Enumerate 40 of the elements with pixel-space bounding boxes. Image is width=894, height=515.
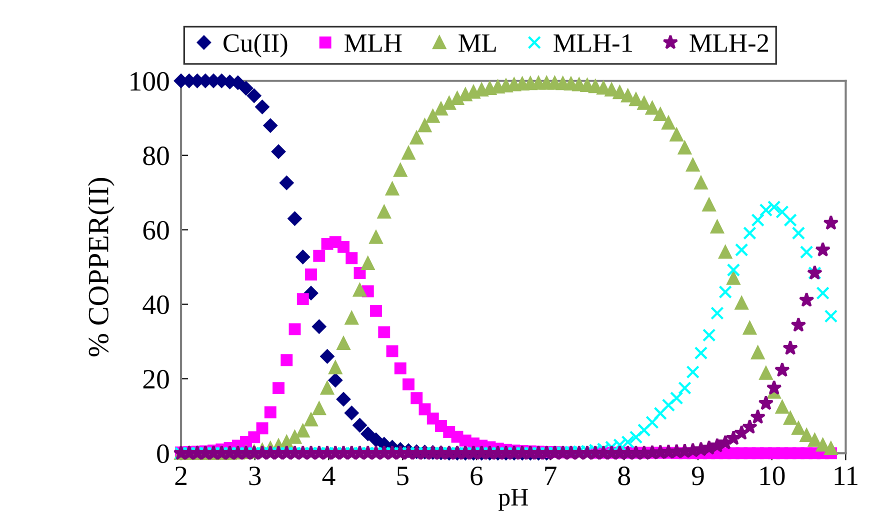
point [336,392,351,406]
point [320,349,334,364]
point [239,81,254,96]
y-tick-label: 0 [157,444,169,464]
point [255,100,270,114]
x-tick-label: 9 [692,466,704,486]
point [344,406,359,420]
y-axis-title: % COPPER(II) [88,178,114,356]
legend-label: MLH-2 [690,34,768,52]
point [272,144,286,159]
y-tick-label: 60 [143,220,169,240]
legend-label: Cu(II) [224,33,288,58]
x-tick-label: 7 [545,466,556,485]
x-tick-label: 11 [834,466,858,485]
x-tick-label: 5 [397,466,408,486]
point [263,118,278,133]
y-tick-label: 40 [142,295,169,314]
point [280,176,294,190]
x-tick-label: 10 [760,466,785,486]
point [360,426,375,441]
x-tick-label: 3 [249,466,261,486]
point [312,320,326,334]
legend-label: ML [458,34,496,52]
legend-label: MLH [344,34,402,52]
point [247,88,262,103]
x-tick-label: 2 [175,466,186,485]
y-tick-label: 80 [143,146,169,166]
point [304,286,318,300]
x-tick-label: 4 [322,466,336,485]
legend-label: MLH-1 [554,34,632,52]
point [369,432,384,447]
x-axis-title: pH [498,489,528,511]
point [352,418,367,432]
y-tick-label: 20 [143,370,169,389]
point [288,212,302,226]
point [328,373,342,388]
point [296,250,310,264]
x-tick-label: 8 [618,466,630,486]
x-tick-label: 6 [470,466,483,486]
y-tick-label: 100 [130,72,169,91]
